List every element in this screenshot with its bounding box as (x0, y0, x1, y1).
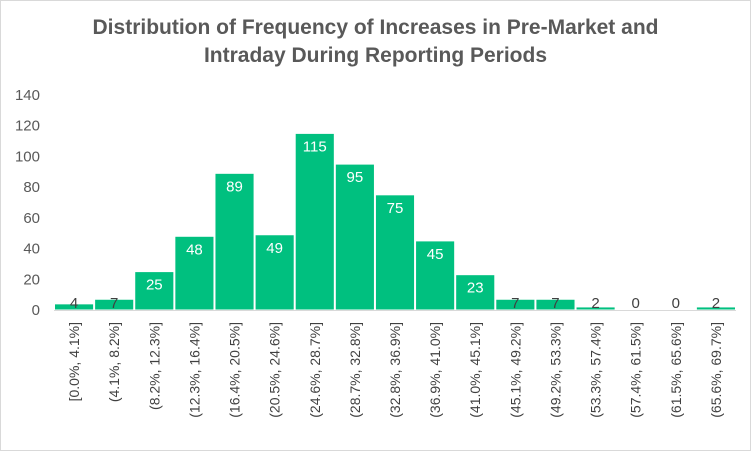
x-tick-label: (8.2%, 12.3%] (146, 322, 162, 410)
data-label: 95 (347, 169, 364, 186)
data-label: 23 (467, 280, 484, 297)
x-tick-label: (57.4%, 61.5%] (628, 322, 644, 418)
y-tick-label: 40 (23, 241, 40, 258)
x-tick-label: (24.6%, 28.7%] (307, 322, 323, 418)
data-label: 7 (511, 295, 519, 312)
data-label: 45 (427, 246, 444, 263)
y-tick-label: 100 (15, 148, 40, 165)
y-tick-label: 60 (23, 210, 40, 227)
data-label: 7 (110, 295, 118, 312)
histogram-bar (134, 271, 175, 311)
x-tick-label: (32.8%, 36.9%] (387, 322, 403, 418)
histogram-bar (374, 194, 416, 311)
data-label: 49 (266, 240, 283, 257)
histogram-bar (214, 172, 255, 311)
data-label: 0 (632, 295, 640, 312)
y-tick-label: 120 (15, 118, 40, 135)
histogram-bar (455, 274, 496, 311)
data-label: 48 (186, 241, 203, 258)
chart-title-line-1: Distribution of Frequency of Increases i… (92, 16, 659, 39)
chart-title-line-2: Intraday During Reporting Periods (203, 44, 548, 67)
x-tick-label: (61.5%, 65.6%] (668, 322, 684, 418)
histogram-bar (334, 163, 375, 311)
data-label: 0 (672, 295, 680, 312)
data-label: 75 (387, 200, 404, 217)
data-label: 7 (551, 295, 559, 312)
histogram-bar (254, 234, 295, 311)
histogram-bar (294, 132, 335, 311)
x-tick-label: (12.3%, 16.4%] (186, 322, 202, 418)
x-tick-label: (36.9%, 41.0%] (427, 322, 443, 418)
chart-title: Distribution of Frequency of Increases i… (0, 14, 751, 70)
data-label: 2 (591, 295, 599, 312)
x-tick-label: [0.0%, 4.1%] (66, 322, 82, 401)
y-tick-label: 80 (23, 179, 40, 196)
x-tick-label: (16.4%, 20.5%] (227, 322, 243, 418)
x-tick-label: (41.0%, 45.1%] (467, 322, 483, 418)
x-tick-label: (20.5%, 24.6%] (267, 322, 283, 418)
histogram-bar (415, 240, 456, 311)
y-tick-label: 140 (15, 87, 40, 104)
x-tick-label: (4.1%, 8.2%] (106, 322, 122, 402)
data-label: 4 (70, 295, 78, 312)
x-tick-label: (53.3%, 57.4%] (588, 322, 604, 418)
data-label: 115 (303, 138, 327, 155)
x-tick-label: (49.2%, 53.3%] (547, 322, 563, 418)
x-tick-label: (45.1%, 49.2%] (507, 322, 523, 418)
data-label: 25 (146, 277, 163, 294)
y-tick-label: 20 (23, 271, 40, 288)
histogram-bar (174, 235, 215, 311)
x-tick-label: (28.7%, 32.8%] (347, 322, 363, 418)
y-tick-label: 0 (32, 302, 40, 319)
x-tick-label: (65.6%, 69.7%] (708, 322, 724, 418)
data-label: 89 (226, 178, 243, 195)
data-label: 2 (712, 295, 720, 312)
